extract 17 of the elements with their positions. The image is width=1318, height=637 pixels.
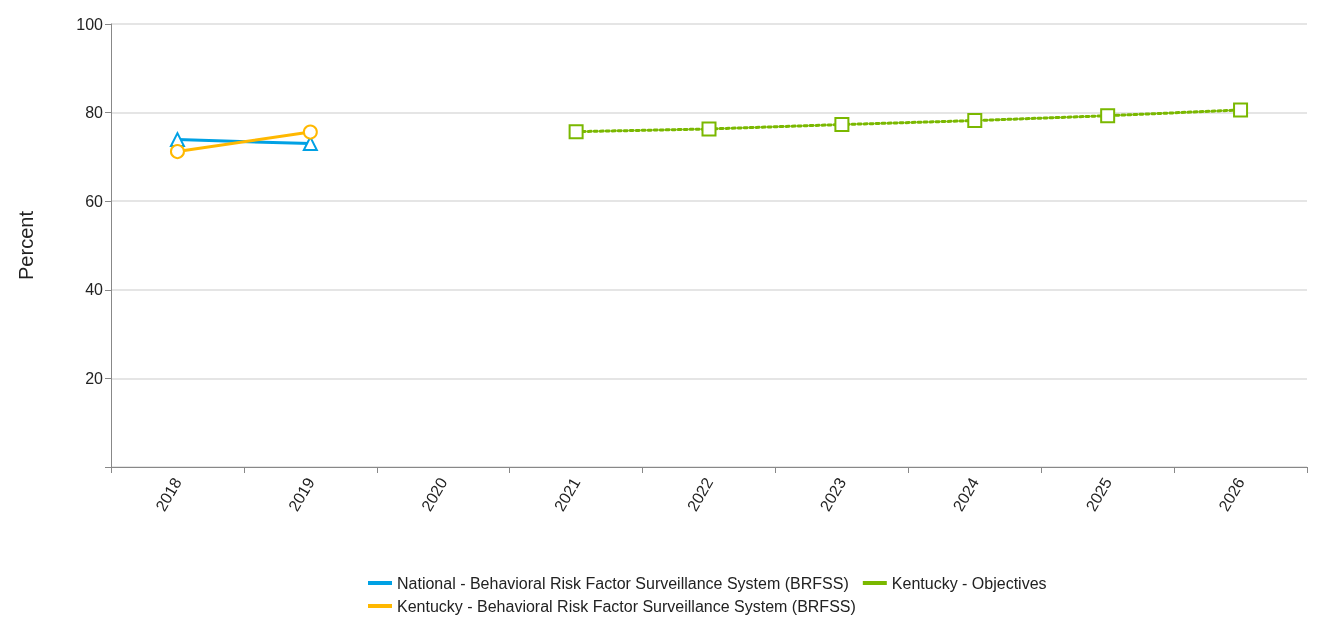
point (1233, 102, 1249, 118)
y-tick-label: 100 (76, 15, 104, 33)
point (302, 124, 318, 140)
point (834, 117, 850, 133)
point (169, 144, 185, 160)
legend-label: National - Behavioral Risk Factor Surveillance System (BRFSS) (397, 574, 849, 592)
point (967, 113, 983, 129)
point (701, 121, 717, 137)
legend-label: Kentucky - Behavioral Risk Factor Surveillance System (BRFSS) (397, 597, 856, 615)
legend-label: Kentucky - Objectives (891, 574, 1047, 592)
y-tick-label: 20 (85, 369, 104, 387)
point (1100, 108, 1116, 124)
y-tick-label: 60 (85, 192, 104, 210)
y-axis-title: Percent (15, 210, 37, 280)
y-tick-label: 80 (85, 104, 104, 122)
y-tick-label: 40 (85, 281, 104, 299)
point (568, 124, 584, 140)
